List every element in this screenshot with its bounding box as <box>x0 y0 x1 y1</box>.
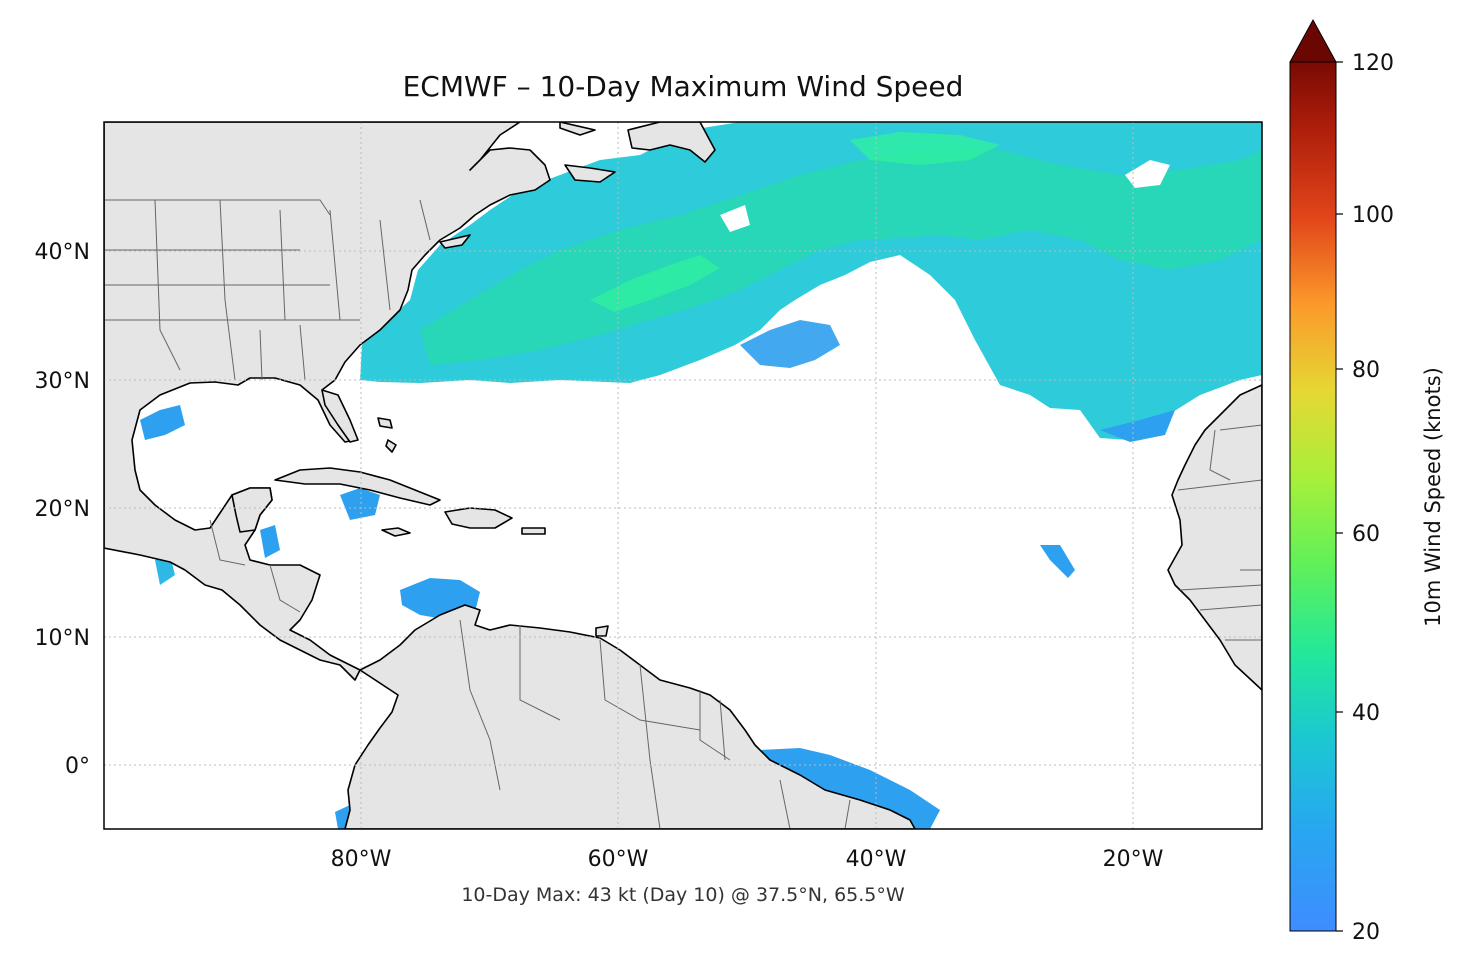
colorbar-extend-arrow <box>1289 18 1337 63</box>
map-frame <box>103 121 1263 830</box>
colorbar-label: 10m Wind Speed (knots) <box>1421 367 1445 627</box>
colorbar: 120 100 80 60 40 20 10m Wind Speed (knot… <box>1289 18 1445 945</box>
lon-label: 60°W <box>588 847 649 872</box>
cuba <box>274 467 441 506</box>
lat-label: 10°N <box>35 626 90 651</box>
lat-label: 20°N <box>35 497 90 522</box>
max-annotation: 10-Day Max: 43 kt (Day 10) @ 37.5°N, 65.… <box>461 884 905 906</box>
colorbar-tick-label: 20 <box>1352 920 1380 945</box>
borders <box>104 199 1262 829</box>
map-title: ECMWF – 10-Day Maximum Wind Speed <box>402 70 964 103</box>
africa-landmass <box>1167 384 1262 691</box>
latitude-labels: 40°N 30°N 20°N 10°N 0° <box>35 240 90 779</box>
colorbar-tick-label: 40 <box>1352 701 1380 726</box>
lon-label: 20°W <box>1103 847 1164 872</box>
lat-label: 30°N <box>35 369 90 394</box>
lat-label: 40°N <box>35 240 90 265</box>
gridlines <box>104 122 1262 829</box>
colorbar-tick-label: 100 <box>1352 203 1394 228</box>
colorbar-tick-label: 60 <box>1352 522 1380 547</box>
colorbar-tick-label: 120 <box>1352 51 1394 76</box>
south-america-landmass <box>344 604 916 829</box>
lat-label: 0° <box>65 754 90 779</box>
lon-label: 40°W <box>846 847 907 872</box>
longitude-labels: 80°W 60°W 40°W 20°W <box>331 847 1164 872</box>
colorbar-gradient <box>1289 61 1337 932</box>
lon-label: 80°W <box>331 847 392 872</box>
wind-field <box>140 122 1262 829</box>
colorbar-tick-label: 80 <box>1352 358 1380 383</box>
